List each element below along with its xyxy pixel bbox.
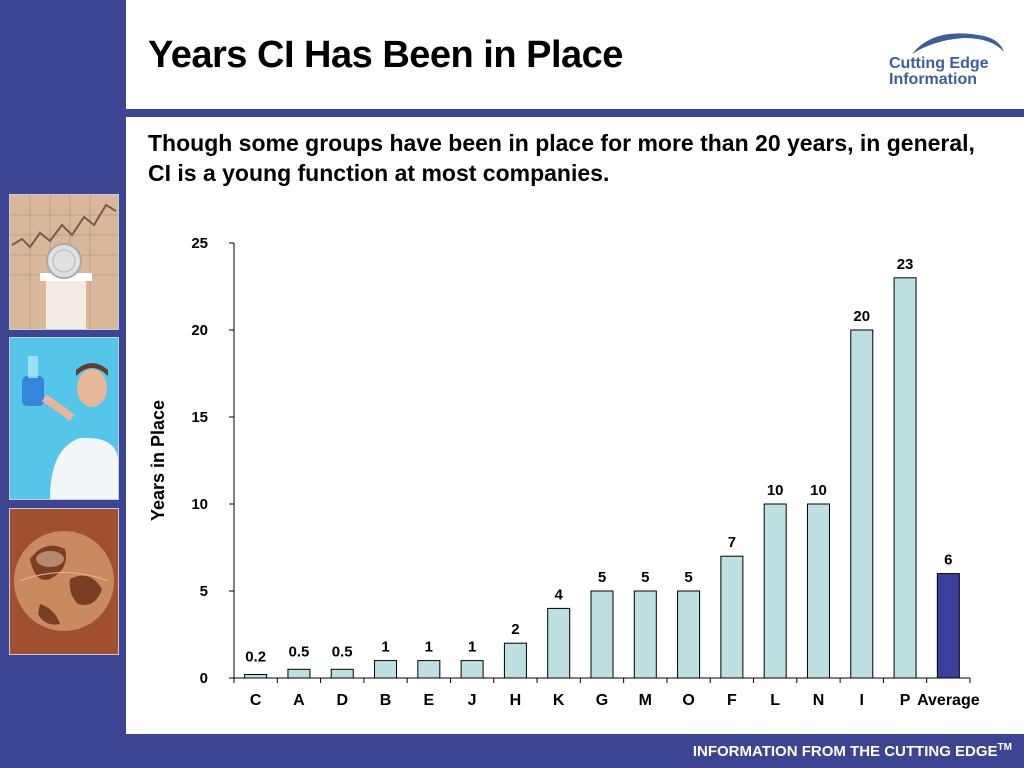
y-tick-label: 5 bbox=[200, 583, 208, 600]
data-label: 0.5 bbox=[289, 643, 310, 660]
bar-m bbox=[633, 590, 657, 679]
data-label: 5 bbox=[684, 569, 692, 586]
bar-l bbox=[763, 503, 787, 679]
x-tick-label: M bbox=[639, 692, 652, 709]
data-label: 10 bbox=[767, 482, 784, 499]
x-tick-label: D bbox=[336, 692, 348, 709]
slide-subtitle: Though some groups have been in place fo… bbox=[148, 130, 975, 186]
logo-text-line2: Information bbox=[889, 71, 977, 88]
x-tick-label: E bbox=[423, 692, 434, 709]
y-tick-label: 15 bbox=[191, 409, 208, 426]
bar-o bbox=[677, 590, 701, 679]
footer-tagline: INFORMATION FROM THE CUTTING EDGETM bbox=[693, 742, 1012, 760]
title-divider bbox=[126, 109, 1024, 117]
slide-title: Years CI Has Been in Place bbox=[148, 34, 623, 76]
data-label: 5 bbox=[641, 569, 649, 586]
x-tick-label: F bbox=[727, 692, 737, 709]
y-tick-label: 25 bbox=[191, 235, 208, 252]
footer-bar: INFORMATION FROM THE CUTTING EDGETM bbox=[126, 734, 1024, 768]
data-label: 1 bbox=[468, 639, 476, 656]
data-label: 6 bbox=[944, 552, 952, 569]
logo-text-line1: Cutting Edge bbox=[889, 55, 989, 72]
x-tick-label: Average bbox=[917, 692, 980, 709]
bar-f bbox=[720, 555, 744, 679]
x-tick-label: K bbox=[553, 692, 565, 709]
bar-j bbox=[460, 660, 484, 679]
x-tick-label: N bbox=[813, 692, 825, 709]
bar-c bbox=[244, 674, 268, 679]
x-tick-label: L bbox=[770, 692, 780, 709]
bar-i bbox=[850, 329, 874, 679]
x-tick-label: B bbox=[380, 692, 392, 709]
trademark-mark: TM bbox=[997, 742, 1012, 753]
data-label: 23 bbox=[897, 256, 914, 273]
y-axis-title: Years in Place bbox=[148, 400, 168, 521]
y-tick-label: 10 bbox=[191, 496, 208, 513]
bar-n bbox=[806, 503, 830, 679]
y-tick-label: 0 bbox=[200, 670, 208, 687]
bar-d bbox=[330, 668, 354, 679]
data-label: 0.2 bbox=[245, 649, 266, 666]
x-tick-label: H bbox=[510, 692, 522, 709]
company-logo: Cutting Edge Information bbox=[884, 28, 1008, 92]
data-label: 10 bbox=[810, 482, 827, 499]
globe-photo bbox=[9, 508, 119, 655]
data-label: 4 bbox=[555, 586, 564, 603]
data-label: 7 bbox=[728, 534, 736, 551]
data-label: 2 bbox=[511, 621, 519, 638]
bar-g bbox=[590, 590, 614, 679]
stock-chart-coin-photo bbox=[9, 194, 119, 330]
bar-average bbox=[936, 573, 960, 679]
data-label: 1 bbox=[425, 639, 433, 656]
bar-k bbox=[547, 607, 571, 679]
bar-h bbox=[503, 642, 527, 679]
data-label: 5 bbox=[598, 569, 606, 586]
data-label: 20 bbox=[853, 308, 870, 325]
x-tick-label: C bbox=[250, 692, 262, 709]
scientist-flask-photo bbox=[9, 337, 119, 500]
bar-b bbox=[374, 660, 398, 679]
bar-chart: 0 5 10 15 20 25 Years in Place 0.2 C 0.5 A 0.5 D 1 B 1 E… bbox=[140, 225, 1020, 730]
x-tick-label: I bbox=[860, 692, 864, 709]
x-tick-label: P bbox=[900, 692, 911, 709]
bar-p bbox=[893, 277, 917, 679]
data-label: 1 bbox=[381, 639, 389, 656]
footer-tagline-text: INFORMATION FROM THE CUTTING EDGE bbox=[692, 743, 998, 760]
x-tick-label: A bbox=[293, 692, 305, 709]
x-tick-label: J bbox=[468, 692, 477, 709]
bar-e bbox=[417, 660, 441, 679]
logo-swoosh-icon bbox=[912, 33, 1004, 54]
sidebar bbox=[0, 0, 126, 768]
x-tick-label: O bbox=[682, 692, 694, 709]
data-label: 0.5 bbox=[332, 643, 353, 660]
bar-a bbox=[287, 668, 311, 679]
x-tick-label: G bbox=[596, 692, 608, 709]
y-tick-label: 20 bbox=[191, 322, 208, 339]
